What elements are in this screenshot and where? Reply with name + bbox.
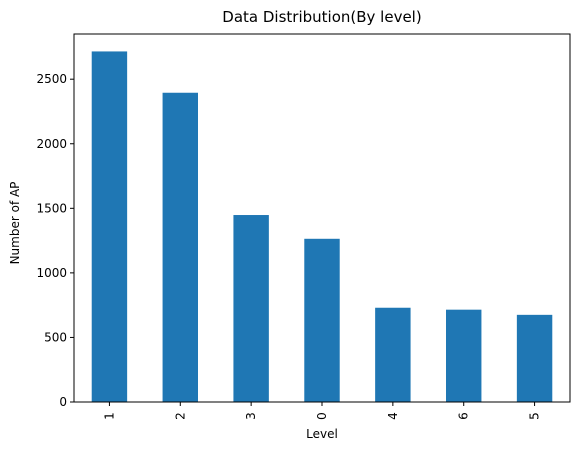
x-tick-label: 1 bbox=[102, 412, 116, 420]
x-tick-label: 6 bbox=[457, 412, 471, 420]
y-tick-label: 2500 bbox=[36, 72, 67, 86]
plot-frame bbox=[73, 33, 571, 403]
x-tick-label: 0 bbox=[315, 412, 329, 420]
x-tick-label: 5 bbox=[528, 412, 542, 420]
chart-title: Data Distribution(By level) bbox=[222, 8, 421, 26]
x-axis: 1 2 3 0 4 6 5 bbox=[102, 402, 542, 420]
bar-6 bbox=[446, 309, 482, 402]
x-tick-label: 2 bbox=[173, 412, 187, 420]
bars-group bbox=[91, 51, 553, 402]
bar-2 bbox=[162, 92, 198, 402]
x-tick-label: 3 bbox=[244, 412, 258, 420]
bar-4 bbox=[375, 307, 411, 402]
x-axis-label: Level bbox=[306, 427, 338, 441]
bar-1 bbox=[91, 51, 128, 402]
y-axis: 0 500 1000 1500 2000 2500 bbox=[36, 72, 74, 409]
y-tick-label: 500 bbox=[44, 330, 67, 344]
bar-0 bbox=[304, 238, 340, 402]
y-tick-label: 2000 bbox=[36, 137, 67, 151]
y-tick-label: 0 bbox=[59, 395, 67, 409]
x-tick-label: 4 bbox=[386, 412, 400, 420]
y-tick-label: 1500 bbox=[36, 201, 67, 215]
bar-5 bbox=[516, 314, 553, 402]
bar-3 bbox=[233, 215, 269, 402]
y-axis-label: Number of AP bbox=[8, 182, 22, 265]
y-tick-label: 1000 bbox=[36, 266, 67, 280]
